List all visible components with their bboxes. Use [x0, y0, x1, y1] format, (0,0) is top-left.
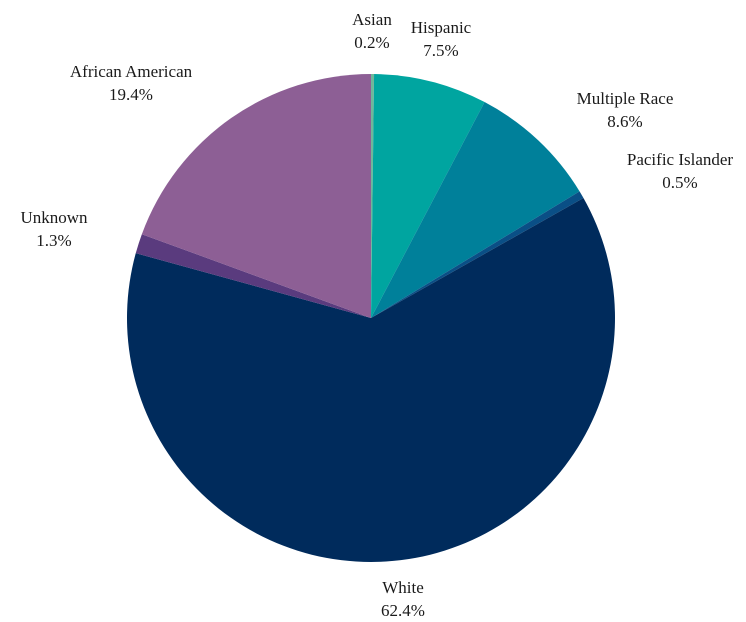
pie-slices [127, 74, 616, 563]
slice-label-african-american: African American 19.4% [70, 62, 193, 104]
pie-slice-hispanic [371, 74, 485, 319]
slice-label-name: Multiple Race [577, 89, 674, 108]
slice-label-name: Pacific Islander [627, 150, 734, 169]
slice-label-value: 0.2% [354, 33, 389, 52]
pie-slice-pacific-islander [371, 191, 584, 318]
slice-label-value: 19.4% [109, 85, 153, 104]
slice-label-asian: Asian 0.2% [352, 10, 392, 52]
slice-label-name: Asian [352, 10, 392, 29]
slice-label-white: White 62.4% [381, 578, 425, 620]
slice-label-value: 1.3% [36, 231, 71, 250]
pie-slice-asian [371, 74, 375, 318]
slice-label-value: 62.4% [381, 601, 425, 620]
slice-label-name: Unknown [20, 208, 88, 227]
slice-label-value: 7.5% [423, 41, 458, 60]
pie-slice-unknown [135, 234, 371, 318]
pie-labels: Asian 0.2% Hispanic 7.5% Multiple Race 8.6% Pa… [20, 10, 733, 620]
slice-label-pacific-islander: Pacific Islander 0.5% [627, 150, 734, 192]
slice-label-multiple-race: Multiple Race 8.6% [577, 89, 674, 131]
pie-slice-white [127, 198, 616, 563]
slice-label-value: 8.6% [607, 112, 642, 131]
slice-label-name: White [382, 578, 424, 597]
slice-label-hispanic: Hispanic 7.5% [411, 18, 472, 60]
pie-slice-african-american [141, 74, 371, 318]
slice-label-value: 0.5% [662, 173, 697, 192]
slice-label-unknown: Unknown 1.3% [20, 208, 88, 250]
slice-label-name: African American [70, 62, 193, 81]
pie-slice-multiple-race [371, 102, 580, 318]
slice-label-name: Hispanic [411, 18, 472, 37]
